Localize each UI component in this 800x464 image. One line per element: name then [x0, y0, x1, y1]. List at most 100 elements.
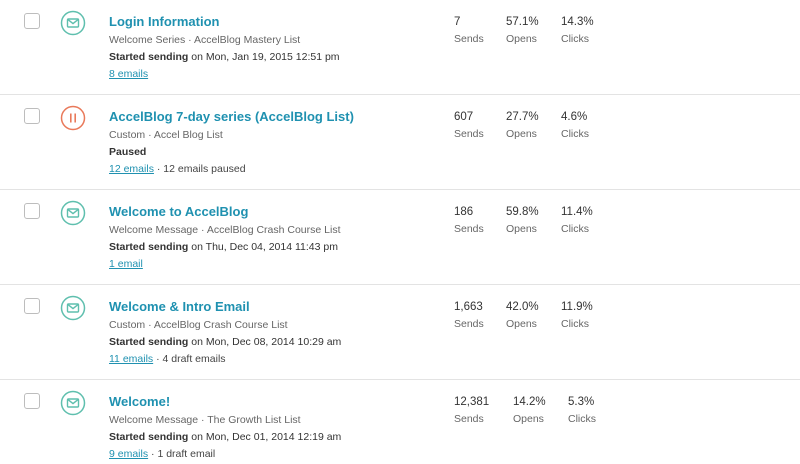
campaign-row: Welcome to AccelBlog Welcome Message · A… — [0, 190, 800, 285]
sends-stat: 607 Sends — [454, 109, 484, 141]
clicks-stat: 11.4% Clicks — [561, 204, 593, 236]
emails-extra: · 12 emails paused — [153, 163, 246, 175]
row-checkbox[interactable] — [24, 13, 40, 29]
clicks-label: Clicks — [561, 128, 589, 140]
row-checkbox[interactable] — [24, 393, 40, 409]
campaign-info: AccelBlog 7-day series (AccelBlog List) … — [109, 109, 439, 176]
campaign-title-link[interactable]: Welcome! — [109, 394, 171, 409]
sends-value: 607 — [454, 111, 474, 123]
clicks-value: 11.4% — [561, 206, 593, 218]
emails-count-link[interactable]: 1 email — [109, 258, 143, 270]
emails-count-link[interactable]: 12 emails — [109, 163, 154, 175]
row-divider — [0, 189, 800, 190]
campaign-type-list: Welcome Message · AccelBlog Crash Course… — [109, 224, 341, 236]
campaign-emails: 11 emails · 4 draft emails — [109, 352, 439, 366]
opens-value: 42.0% — [506, 301, 539, 313]
campaign-title-link[interactable]: Login Information — [109, 14, 220, 29]
opens-stat: 57.1% Opens — [506, 14, 539, 46]
row-checkbox[interactable] — [24, 203, 40, 219]
clicks-label: Clicks — [561, 33, 589, 45]
campaign-status: Paused — [109, 145, 439, 159]
clicks-value: 11.9% — [561, 301, 593, 313]
campaign-info: Welcome to AccelBlog Welcome Message · A… — [109, 204, 439, 271]
opens-label: Opens — [506, 128, 537, 140]
campaign-status: Started sending on Mon, Jan 19, 2015 12:… — [109, 50, 439, 64]
row-divider — [0, 379, 800, 380]
emails-extra: · 4 draft emails — [153, 353, 226, 365]
status-label: Started sending — [109, 241, 189, 253]
campaign-type-list: Welcome Message · The Growth List List — [109, 414, 301, 426]
sends-stat: 12,381 Sends — [454, 394, 489, 426]
sends-value: 186 — [454, 206, 474, 218]
campaign-type-list: Custom · AccelBlog Crash Course List — [109, 319, 288, 331]
clicks-stat: 4.6% Clicks — [561, 109, 589, 141]
row-divider — [0, 94, 800, 95]
campaign-title-link[interactable]: Welcome & Intro Email — [109, 299, 250, 314]
emails-count-link[interactable]: 9 emails — [109, 448, 149, 460]
sends-value: 7 — [454, 16, 461, 28]
clicks-value: 4.6% — [561, 111, 588, 123]
emails-extra: · 1 draft email — [148, 448, 216, 460]
status-detail: on Mon, Dec 01, 2014 12:19 am — [188, 431, 342, 443]
row-divider — [0, 284, 800, 285]
row-checkbox[interactable] — [24, 298, 40, 314]
campaign-info: Welcome & Intro Email Custom · AccelBlog… — [109, 299, 439, 366]
opens-stat: 59.8% Opens — [506, 204, 539, 236]
clicks-stat: 11.9% Clicks — [561, 299, 593, 331]
clicks-value: 5.3% — [568, 396, 595, 408]
emails-count-link[interactable]: 8 emails — [109, 68, 149, 80]
emails-count-link[interactable]: 11 emails — [109, 353, 154, 365]
sends-stat: 7 Sends — [454, 14, 484, 46]
campaign-title-link[interactable]: Welcome to AccelBlog — [109, 204, 249, 219]
campaign-status: Started sending on Mon, Dec 01, 2014 12:… — [109, 430, 439, 444]
pause-icon — [60, 105, 86, 131]
opens-label: Opens — [506, 33, 537, 45]
campaign-row: AccelBlog 7-day series (AccelBlog List) … — [0, 95, 800, 190]
campaign-emails: 12 emails · 12 emails paused — [109, 162, 439, 176]
campaign-status: Started sending on Thu, Dec 04, 2014 11:… — [109, 240, 439, 254]
opens-stat: 42.0% Opens — [506, 299, 539, 331]
sends-stat: 1,663 Sends — [454, 299, 484, 331]
status-label: Paused — [109, 146, 147, 158]
status-label: Started sending — [109, 431, 189, 443]
campaign-status: Started sending on Mon, Dec 08, 2014 10:… — [109, 335, 439, 349]
opens-label: Opens — [506, 318, 537, 330]
campaign-type-list: Custom · Accel Blog List — [109, 129, 223, 141]
opens-stat: 27.7% Opens — [506, 109, 539, 141]
campaign-info: Login Information Welcome Series · Accel… — [109, 14, 439, 81]
campaign-emails: 8 emails — [109, 67, 439, 81]
clicks-value: 14.3% — [561, 16, 594, 28]
sends-label: Sends — [454, 318, 484, 330]
sends-label: Sends — [454, 223, 484, 235]
campaign-row: Login Information Welcome Series · Accel… — [0, 0, 800, 95]
sends-label: Sends — [454, 413, 484, 425]
campaign-info: Welcome! Welcome Message · The Growth Li… — [109, 394, 439, 461]
campaign-type-list: Welcome Series · AccelBlog Mastery List — [109, 34, 301, 46]
envelope-icon — [60, 10, 86, 36]
envelope-icon — [60, 390, 86, 416]
opens-label: Opens — [513, 413, 544, 425]
clicks-label: Clicks — [561, 318, 589, 330]
sends-value: 12,381 — [454, 396, 490, 408]
campaign-title-link[interactable]: AccelBlog 7-day series (AccelBlog List) — [109, 109, 354, 124]
sends-stat: 186 Sends — [454, 204, 484, 236]
row-checkbox[interactable] — [24, 108, 40, 124]
status-detail: on Thu, Dec 04, 2014 11:43 pm — [188, 241, 338, 253]
status-detail: on Mon, Jan 19, 2015 12:51 pm — [188, 51, 340, 63]
opens-value: 59.8% — [506, 206, 539, 218]
status-label: Started sending — [109, 51, 189, 63]
status-detail: on Mon, Dec 08, 2014 10:29 am — [188, 336, 342, 348]
opens-value: 57.1% — [506, 16, 539, 28]
sends-label: Sends — [454, 33, 484, 45]
clicks-label: Clicks — [568, 413, 596, 425]
status-label: Started sending — [109, 336, 189, 348]
campaign-row: Welcome & Intro Email Custom · AccelBlog… — [0, 285, 800, 380]
envelope-icon — [60, 295, 86, 321]
campaign-row: Welcome! Welcome Message · The Growth Li… — [0, 380, 800, 464]
opens-value: 27.7% — [506, 111, 539, 123]
campaign-emails: 9 emails · 1 draft email — [109, 447, 439, 461]
opens-label: Opens — [506, 223, 537, 235]
clicks-label: Clicks — [561, 223, 589, 235]
clicks-stat: 14.3% Clicks — [561, 14, 594, 46]
sends-label: Sends — [454, 128, 484, 140]
